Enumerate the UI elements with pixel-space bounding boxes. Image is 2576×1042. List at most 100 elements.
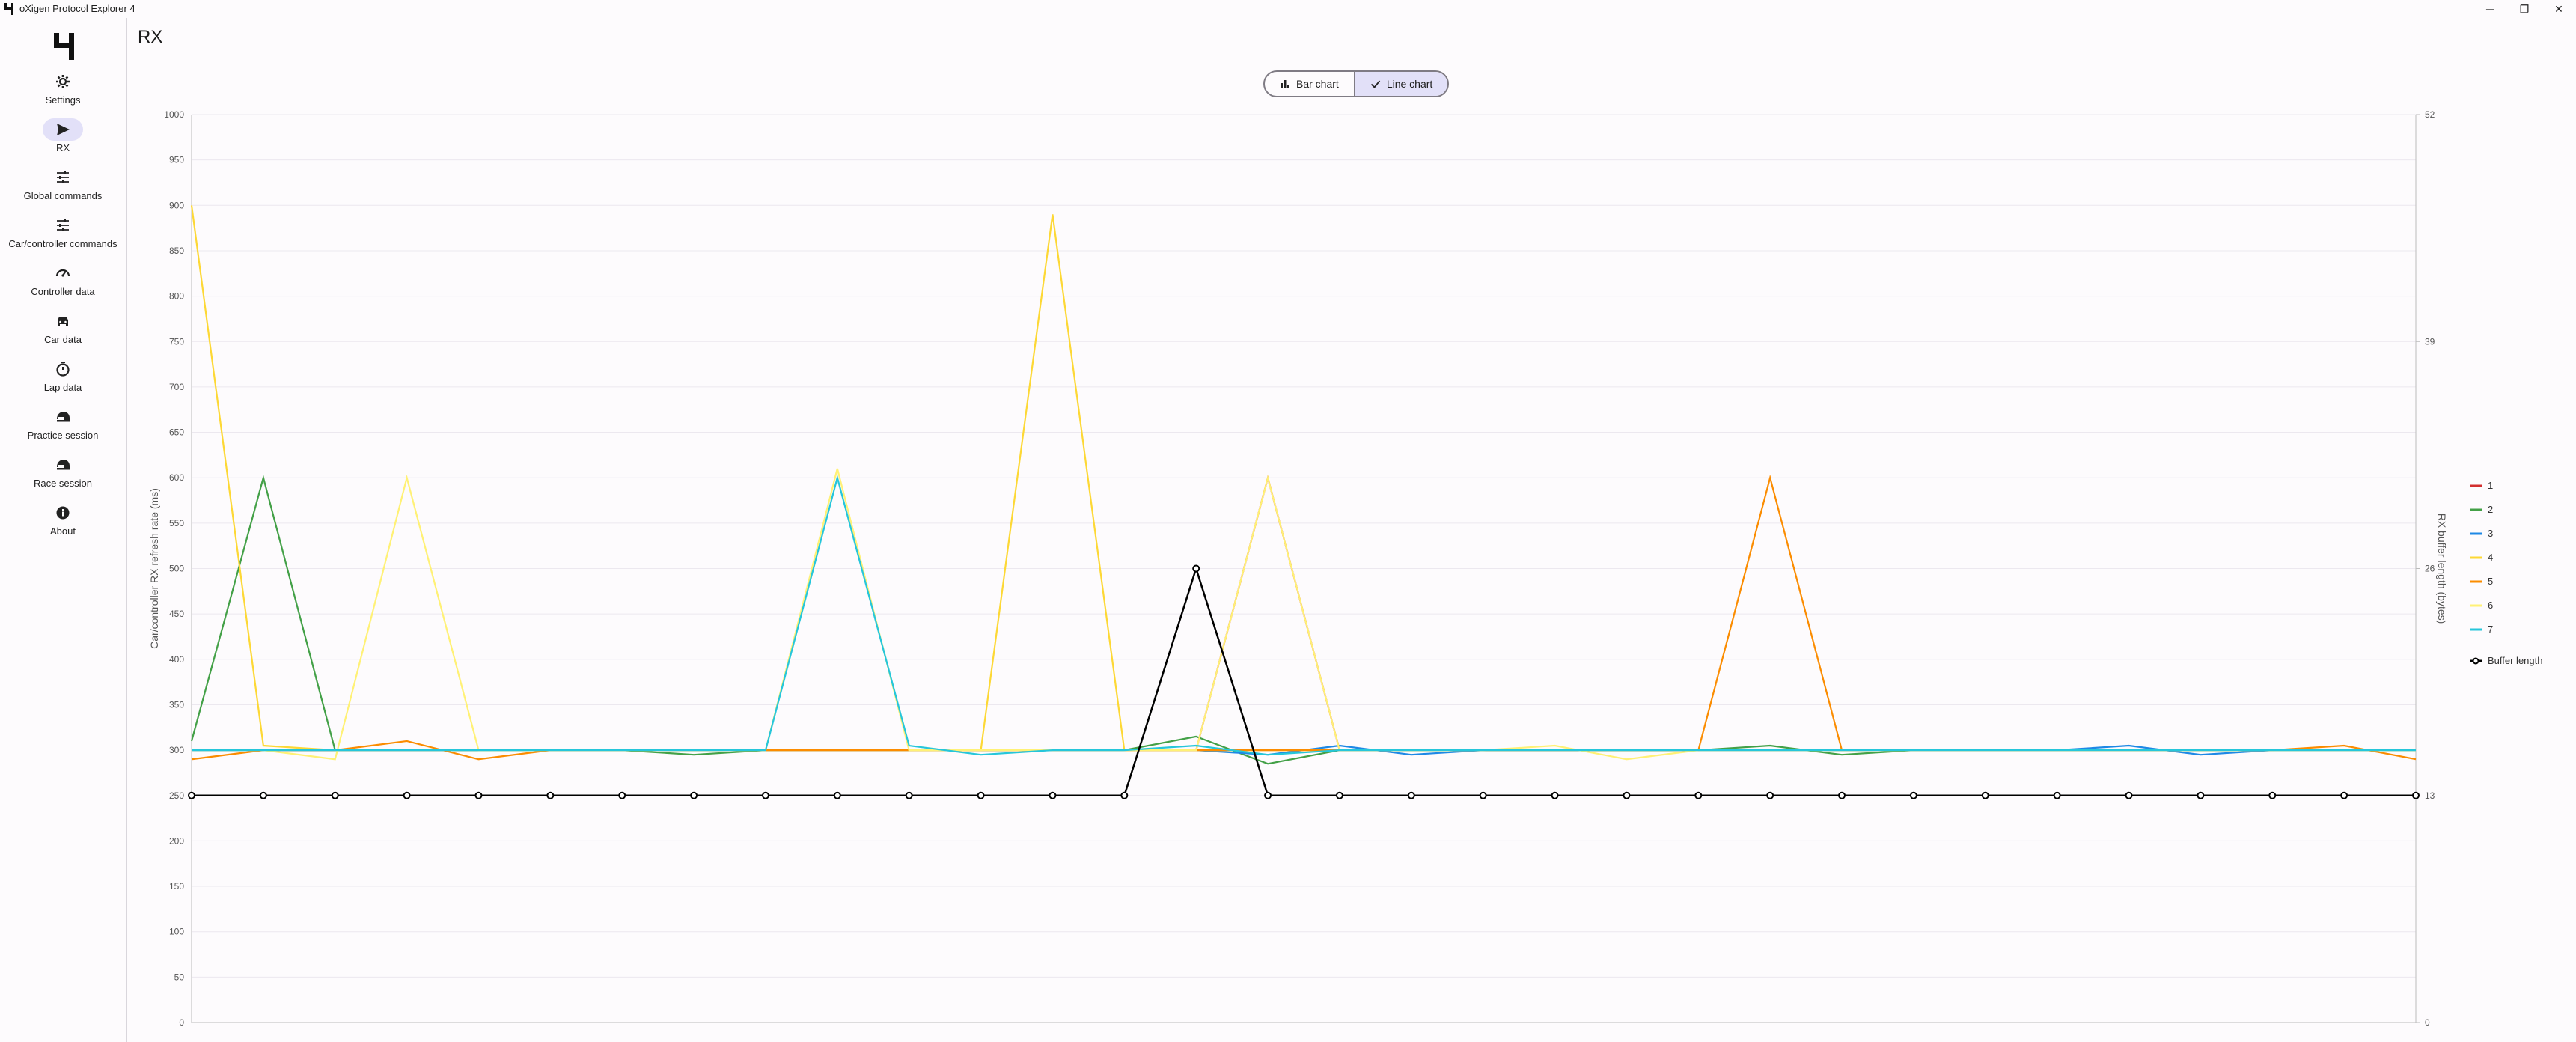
left-tick-label: 650: [169, 427, 184, 438]
legend-label: 5: [2488, 576, 2493, 587]
buffer-point: [977, 791, 985, 799]
nav-label: Car data: [44, 334, 82, 345]
navigation-rail: [0, 18, 127, 1042]
nav-item-race-session[interactable]: Race session: [0, 449, 126, 497]
buffer-point: [331, 791, 339, 799]
bar-chart-label: Bar chart: [1296, 78, 1339, 90]
right-tick-label: 13: [2425, 790, 2435, 801]
buffer-point: [1551, 791, 1559, 799]
minimize-button[interactable]: ─: [2486, 3, 2494, 15]
right-tick-label: 52: [2425, 109, 2435, 120]
buffer-point: [1623, 791, 1631, 799]
left-tick-label: 0: [179, 1017, 184, 1028]
buffer-point: [833, 791, 841, 799]
buffer-point: [2053, 791, 2061, 799]
buffer-point: [1192, 564, 1200, 573]
nav-label: Global commands: [23, 190, 103, 201]
buffer-point: [1981, 791, 1989, 799]
buffer-point: [690, 791, 698, 799]
left-tick-label: 350: [169, 699, 184, 710]
window-title: oXigen Protocol Explorer 4: [19, 3, 135, 14]
buffer-point: [188, 791, 195, 799]
buffer-point: [259, 791, 267, 799]
close-button[interactable]: ✕: [2554, 2, 2563, 15]
page-title: RX: [138, 27, 163, 47]
nav-label: RX: [55, 142, 70, 153]
left-tick-label: 750: [169, 336, 184, 347]
nav-label: Settings: [45, 94, 81, 106]
right-tick-label: 0: [2425, 1017, 2430, 1028]
buffer-point: [1838, 791, 1846, 799]
series-line-7: [192, 474, 2416, 756]
buffer-point: [2197, 791, 2205, 799]
send-icon: [57, 124, 70, 135]
gear-icon: [56, 75, 70, 88]
nav-item-lap-data[interactable]: Lap data: [0, 353, 126, 401]
speedometer-icon: [55, 269, 70, 277]
legend-label: 7: [2488, 624, 2493, 635]
buffer-point: [1766, 791, 1774, 799]
buffer-point: [1407, 791, 1415, 799]
nav-item-car-data[interactable]: Car data: [0, 305, 126, 353]
nav-label: Practice session: [27, 430, 99, 441]
maximize-button[interactable]: ❐: [2519, 2, 2530, 15]
nav-label: Lap data: [43, 382, 82, 393]
line-chart-label: Line chart: [1386, 78, 1433, 90]
app-logo-icon: [54, 33, 74, 60]
check-icon: [1370, 80, 1381, 88]
nav-item-controller-data[interactable]: Controller data: [0, 258, 126, 305]
sliders-icon: [57, 171, 69, 183]
buffer-point: [1694, 791, 1703, 799]
left-tick-label: 50: [174, 972, 185, 982]
buffer-point: [2125, 791, 2133, 799]
left-tick-label: 950: [169, 155, 184, 165]
buffer-point: [474, 791, 483, 799]
nav-pill: [43, 502, 83, 524]
nav-pill: [43, 310, 83, 332]
left-axis-title: Car/controller RX refresh rate (ms): [148, 488, 160, 649]
info-icon: [56, 506, 70, 520]
buffer-point: [1909, 791, 1917, 799]
line-chart-button[interactable]: Line chart: [1353, 72, 1448, 96]
buffer-point: [2412, 791, 2420, 799]
left-tick-label: 250: [169, 790, 184, 801]
nav-item-settings[interactable]: Settings: [0, 66, 126, 114]
bar-chart-icon: [1281, 80, 1289, 88]
buffer-point: [905, 791, 913, 799]
timer-icon: [56, 362, 70, 377]
nav-item-global-commands[interactable]: Global commands: [0, 162, 126, 210]
bar-chart-button[interactable]: Bar chart: [1265, 72, 1354, 96]
nav-item-about[interactable]: About: [0, 497, 126, 545]
helmet-icon: [57, 412, 70, 422]
nav-item-rx[interactable]: RX: [0, 114, 126, 162]
buffer-point: [761, 791, 769, 799]
window-controls: ─ ❐ ✕: [2473, 0, 2576, 18]
left-tick-label: 200: [169, 835, 184, 846]
left-tick-label: 900: [169, 200, 184, 210]
buffer-point: [1479, 791, 1487, 799]
nav-pill: [43, 454, 83, 476]
nav-label: Race session: [33, 478, 93, 489]
legend-label: 4: [2488, 552, 2493, 563]
nav-item-practice-session[interactable]: Practice session: [0, 401, 126, 449]
buffer-point: [2268, 791, 2277, 799]
nav-pill: [43, 166, 83, 189]
car-icon: [58, 317, 68, 326]
nav-label: Car/controller commands: [8, 238, 117, 249]
right-tick-label: 39: [2425, 336, 2435, 347]
legend-label: 1: [2488, 480, 2493, 491]
buffer-point: [1264, 791, 1272, 799]
left-tick-label: 800: [169, 291, 184, 302]
buffer-point: [618, 791, 626, 799]
nav-pill: [43, 118, 83, 141]
right-tick-label: 26: [2425, 564, 2435, 574]
left-tick-label: 1000: [164, 109, 184, 120]
buffer-point: [1049, 791, 1057, 799]
nav-item-car-controller-commands[interactable]: Car/controller commands: [0, 210, 126, 258]
nav-pill: [43, 214, 83, 237]
helmet-icon: [57, 460, 70, 470]
legend-label: 6: [2488, 600, 2493, 611]
left-tick-label: 500: [169, 564, 184, 574]
buffer-point: [1335, 791, 1343, 799]
